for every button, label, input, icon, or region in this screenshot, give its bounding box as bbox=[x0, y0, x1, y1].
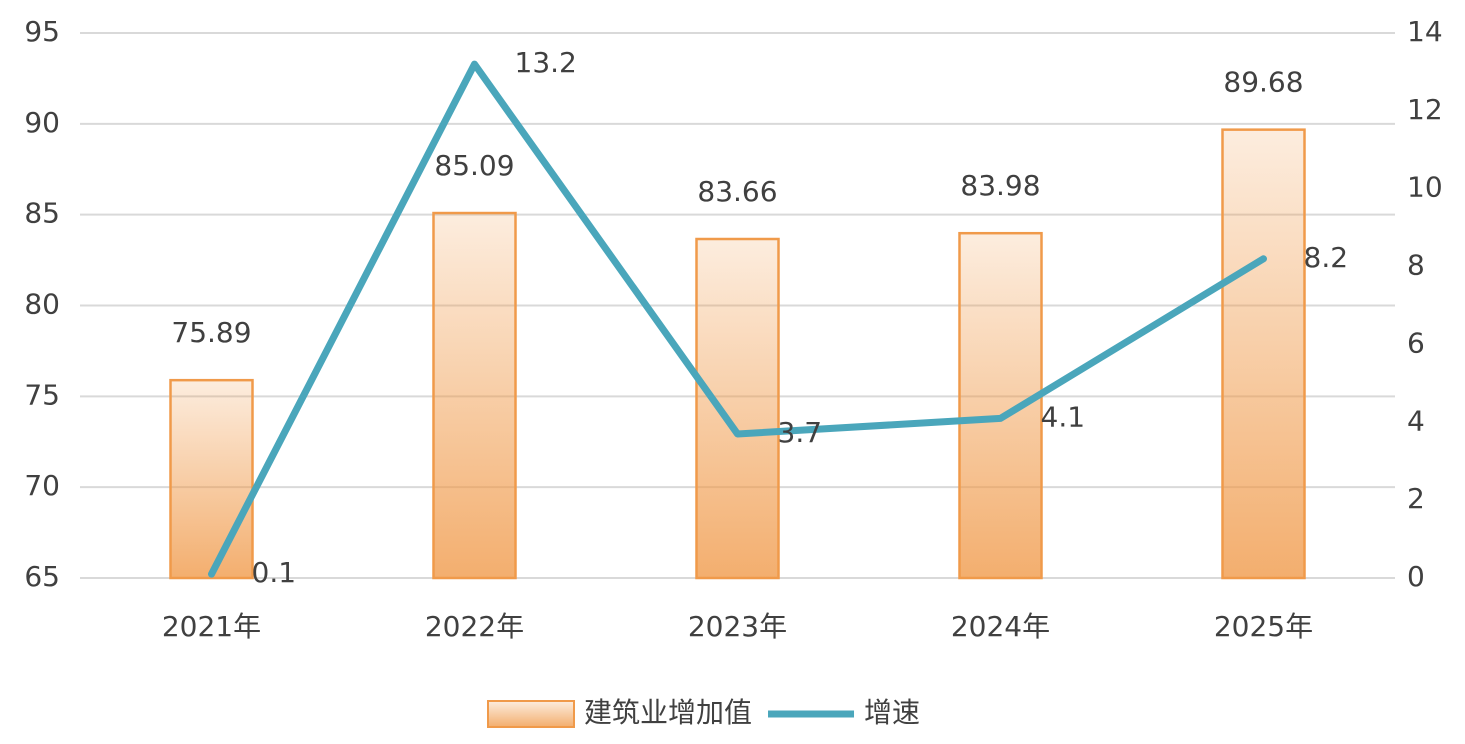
bar-value-label: 83.66 bbox=[697, 175, 777, 208]
x-tick-label: 2024年 bbox=[951, 610, 1050, 643]
y-tick-label: 80 bbox=[24, 288, 60, 321]
legend-label: 增速 bbox=[864, 696, 920, 729]
bar-value-label: 83.98 bbox=[960, 169, 1040, 202]
y-tick-label: 75 bbox=[24, 378, 60, 411]
x-tick-label: 2025年 bbox=[1214, 610, 1313, 643]
x-tick-label: 2021年 bbox=[162, 610, 261, 643]
legend-label: 建筑业增加值 bbox=[584, 696, 752, 729]
x-tick-label: 2023年 bbox=[688, 610, 787, 643]
bar bbox=[169, 378, 254, 580]
line-value-label: 3.7 bbox=[778, 416, 823, 449]
y-tick-label: 90 bbox=[24, 106, 60, 139]
bar bbox=[695, 237, 780, 580]
bar bbox=[432, 211, 517, 580]
bar-value-label: 85.09 bbox=[434, 149, 514, 182]
y-tick-label: 85 bbox=[24, 197, 60, 230]
line-value-label: 0.1 bbox=[252, 556, 297, 589]
y2-tick-label: 4 bbox=[1407, 404, 1425, 437]
y2-tick-label: 2 bbox=[1407, 482, 1425, 515]
legend-swatch bbox=[487, 700, 575, 728]
y2-tick-label: 12 bbox=[1407, 93, 1443, 126]
bar bbox=[1221, 128, 1306, 580]
y2-tick-label: 0 bbox=[1407, 560, 1425, 593]
bar-value-label: 89.68 bbox=[1223, 66, 1303, 99]
x-tick-label: 2022年 bbox=[425, 610, 524, 643]
bar-value-label: 75.89 bbox=[171, 316, 251, 349]
y-tick-label: 95 bbox=[24, 15, 60, 48]
line-value-label: 8.2 bbox=[1304, 241, 1349, 274]
y-tick-label: 65 bbox=[24, 560, 60, 593]
line bbox=[208, 60, 1267, 578]
bar bbox=[958, 231, 1043, 580]
line-value-label: 13.2 bbox=[515, 46, 577, 79]
legend: 建筑业增加值 增速 bbox=[487, 696, 920, 729]
y2-tick-label: 6 bbox=[1407, 326, 1425, 359]
line-value-label: 4.1 bbox=[1041, 400, 1086, 433]
y2-tick-label: 10 bbox=[1407, 171, 1443, 204]
y-tick-label: 70 bbox=[24, 469, 60, 502]
y2-tick-label: 8 bbox=[1407, 249, 1425, 282]
y2-tick-label: 14 bbox=[1407, 15, 1443, 48]
